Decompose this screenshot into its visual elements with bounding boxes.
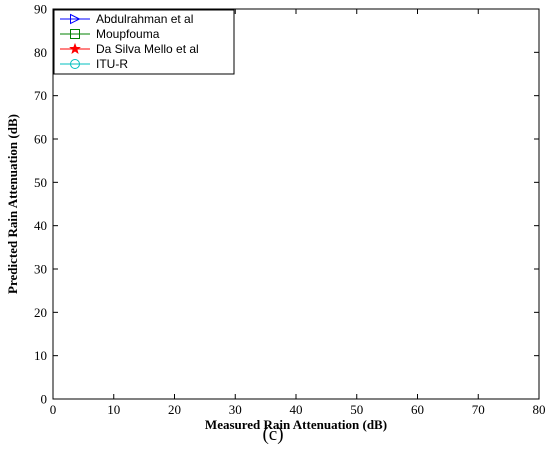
legend-label: ITU-R — [96, 57, 128, 71]
x-tick-label: 50 — [350, 402, 363, 417]
x-tick-label: 40 — [290, 402, 303, 417]
x-tick-label: 20 — [168, 402, 181, 417]
x-axis-title: Measured Rain Attenuation (dB) — [205, 417, 387, 432]
legend-marker — [70, 29, 80, 39]
x-tick-label: 60 — [411, 402, 424, 417]
x-tick-label: 0 — [50, 402, 57, 417]
y-axis-title: Predicted Rain Attenuation (dB) — [5, 114, 20, 294]
y-tick-label: 80 — [34, 45, 47, 60]
x-tick-label: 80 — [533, 402, 546, 417]
x-tick-label: 70 — [472, 402, 485, 417]
legend-label: Moupfouma — [96, 27, 160, 41]
legend-marker — [69, 42, 81, 54]
legend-box — [53, 9, 235, 75]
legend-marker — [70, 59, 80, 69]
y-tick-label: 90 — [34, 2, 47, 17]
figure-caption: (c) — [262, 424, 284, 445]
legend-marker — [70, 13, 81, 25]
y-tick-label: 60 — [34, 132, 47, 147]
y-tick-label: 70 — [34, 88, 47, 103]
y-tick-label: 0 — [41, 392, 48, 407]
x-tick-label: 30 — [229, 402, 242, 417]
x-tick-label: 10 — [107, 402, 120, 417]
y-tick-label: 30 — [34, 262, 47, 277]
y-tick-label: 40 — [34, 218, 47, 233]
legend-label: Abdulrahman et al — [96, 12, 193, 26]
legend-label: Da Silva Mello et al — [96, 42, 199, 56]
y-tick-label: 10 — [34, 348, 47, 363]
y-tick-label: 20 — [34, 305, 47, 320]
y-tick-label: 50 — [34, 175, 47, 190]
